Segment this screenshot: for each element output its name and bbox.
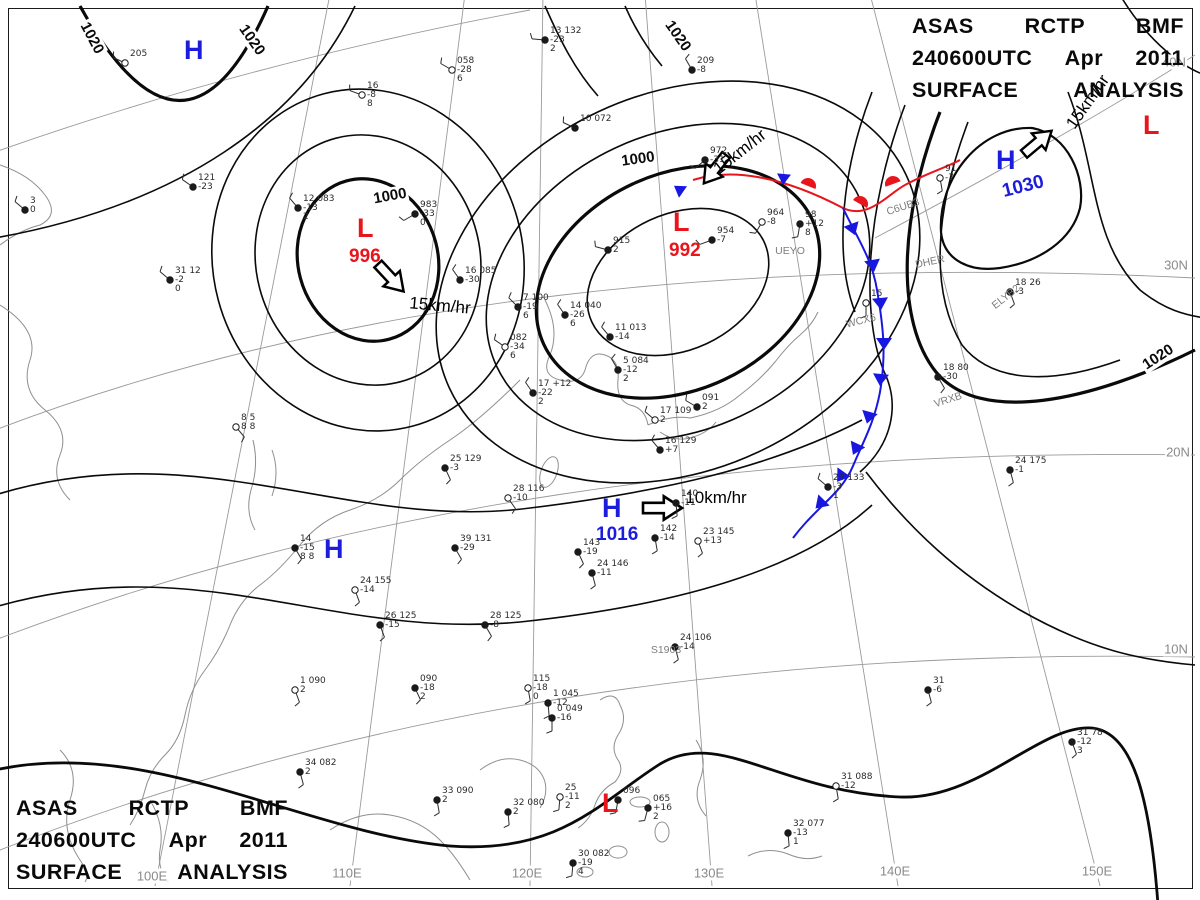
title-word: ANALYSIS	[1073, 78, 1184, 102]
title-word: ASAS	[16, 796, 78, 820]
title-word: RCTP	[1024, 14, 1086, 38]
title-line-2: 240600UTC Apr 2011	[16, 828, 288, 853]
low-996-motion-arrow	[372, 258, 406, 294]
title-word: 240600UTC	[912, 46, 1033, 70]
title-line-2: 240600UTC Apr 2011	[912, 46, 1184, 71]
coastlines	[0, 164, 823, 883]
title-line-1: ASAS RCTP BMF	[16, 796, 288, 821]
low-992-motion-arrow	[702, 150, 732, 186]
map-frame	[8, 8, 1193, 889]
cold-front-pips	[673, 173, 892, 509]
title-word: BMF	[1135, 14, 1184, 38]
title-word: 240600UTC	[16, 828, 137, 852]
station-symbols	[14, 32, 1077, 879]
warm-front-line	[692, 159, 961, 212]
title-line-1: ASAS RCTP BMF	[912, 14, 1184, 39]
title-word: Apr	[168, 828, 208, 852]
title-word: ASAS	[912, 14, 974, 38]
fronts	[673, 159, 961, 539]
title-word: Apr	[1064, 46, 1104, 70]
title-word: ANALYSIS	[177, 860, 288, 884]
title-word: 2011	[1135, 46, 1184, 70]
high-1030-motion-arrow	[1019, 129, 1054, 160]
title-block-bottom-left: ASAS RCTP BMF 240600UTC Apr 2011 SURFACE…	[16, 796, 288, 885]
title-line-3: SURFACE ANALYSIS	[912, 78, 1184, 103]
movement-arrows	[372, 129, 1054, 523]
title-word: SURFACE	[912, 78, 1019, 102]
title-word: RCTP	[128, 796, 190, 820]
cold-front-line	[792, 207, 885, 539]
title-word: 2011	[239, 828, 288, 852]
title-line-3: SURFACE ANALYSIS	[16, 860, 288, 885]
title-word: SURFACE	[16, 860, 123, 884]
title-word: BMF	[239, 796, 288, 820]
title-block-top-right: ASAS RCTP BMF 240600UTC Apr 2011 SURFACE…	[912, 14, 1184, 103]
warm-front-pips	[708, 164, 901, 208]
high-1016-motion-arrow	[641, 493, 685, 523]
